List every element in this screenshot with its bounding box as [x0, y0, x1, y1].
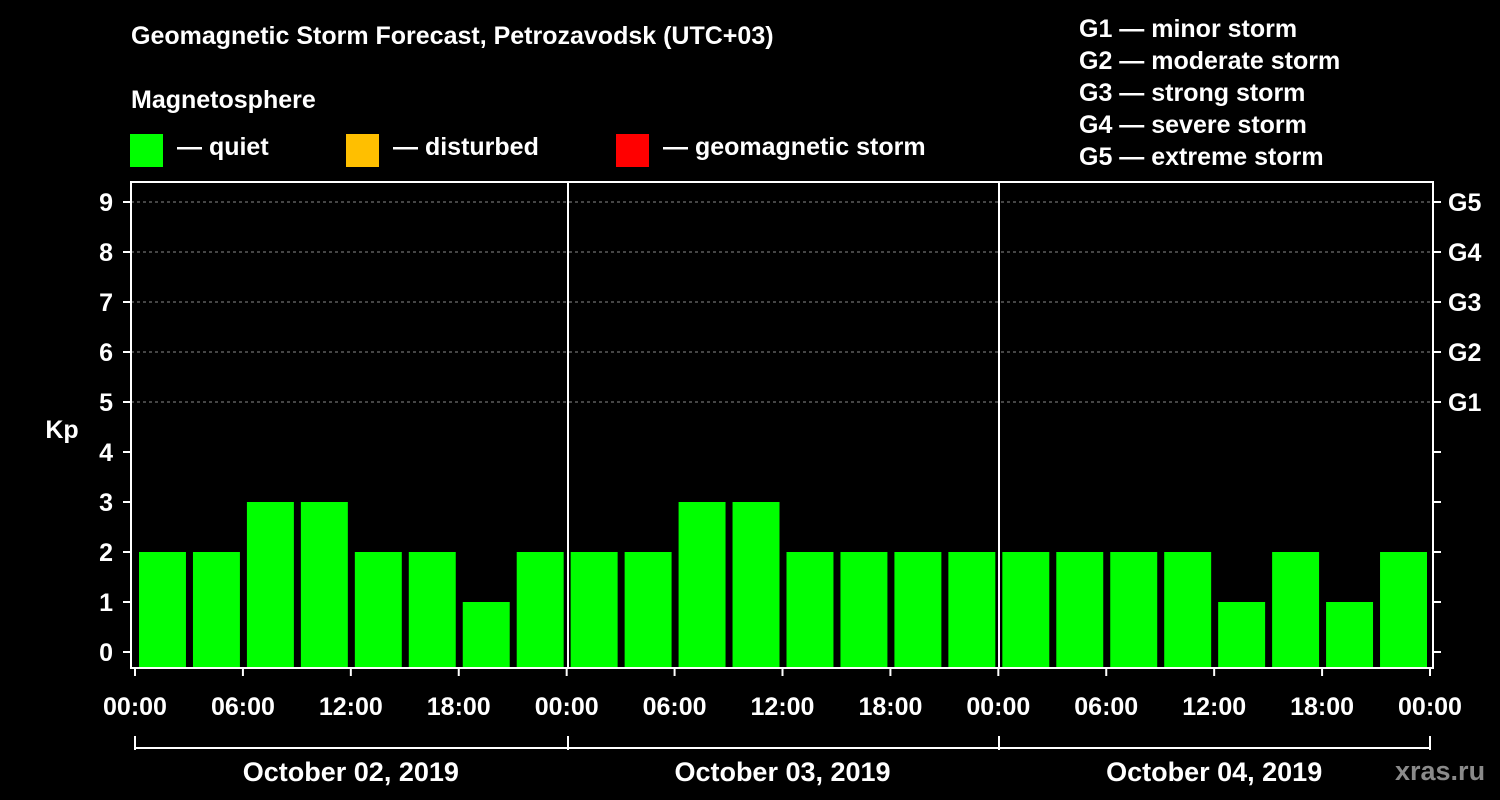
x-tick-label-5: 06:00: [643, 693, 707, 721]
storm-scale-g1: G1 — minor storm: [1079, 15, 1298, 43]
bar-20: [1218, 602, 1266, 668]
right-tick-label-G1: G1: [1448, 389, 1481, 417]
x-tick-label-1: 06:00: [211, 693, 275, 721]
bar-19: [1164, 552, 1212, 668]
legend-label-storm: — geomagnetic storm: [663, 133, 926, 161]
bar-9: [624, 552, 672, 668]
legend-swatch-quiet: [130, 134, 163, 167]
y-tick-label-6: 6: [99, 339, 113, 367]
bar-15: [948, 552, 996, 668]
y-tick-label-4: 4: [99, 439, 113, 467]
x-tick-label-9: 06:00: [1074, 693, 1138, 721]
legend-label-disturbed: — disturbed: [393, 133, 539, 161]
day-label-1: October 03, 2019: [674, 757, 890, 787]
y-tick-label-2: 2: [99, 539, 113, 567]
bar-6: [462, 602, 510, 668]
x-tick-label-8: 00:00: [966, 693, 1030, 721]
bar-17: [1056, 552, 1104, 668]
storm-scale-g2: G2 — moderate storm: [1079, 47, 1341, 75]
bar-12: [786, 552, 834, 668]
x-tick-label-4: 00:00: [535, 693, 599, 721]
x-tick-label-7: 18:00: [858, 693, 922, 721]
x-tick-label-0: 00:00: [103, 693, 167, 721]
bar-2: [246, 502, 294, 668]
bar-14: [894, 552, 942, 668]
x-tick-label-10: 12:00: [1182, 693, 1246, 721]
y-tick-label-0: 0: [99, 639, 113, 667]
bar-21: [1272, 552, 1320, 668]
storm-scale-g4: G4 — severe storm: [1079, 111, 1307, 139]
y-tick-label-5: 5: [99, 389, 113, 417]
bar-7: [516, 552, 564, 668]
x-tick-label-12: 00:00: [1398, 693, 1462, 721]
chart-title: Geomagnetic Storm Forecast, Petrozavodsk…: [131, 22, 774, 50]
x-tick-label-11: 18:00: [1290, 693, 1354, 721]
y-tick-label-7: 7: [99, 289, 113, 317]
x-tick-label-3: 18:00: [427, 693, 491, 721]
day-label-2: October 04, 2019: [1106, 757, 1322, 787]
watermark: xras.ru: [1395, 756, 1486, 786]
magnetosphere-label: Magnetosphere: [131, 86, 316, 114]
right-tick-label-G2: G2: [1448, 339, 1481, 367]
bar-0: [139, 552, 186, 668]
storm-scale-g5: G5 — extreme storm: [1079, 143, 1324, 171]
right-tick-label-G3: G3: [1448, 289, 1481, 317]
y-tick-label-1: 1: [99, 589, 113, 617]
bar-5: [408, 552, 456, 668]
y-tick-label-3: 3: [99, 489, 113, 517]
bar-13: [840, 552, 888, 668]
y-axis-label: Kp: [45, 416, 78, 444]
bar-1: [192, 552, 240, 668]
bar-4: [354, 552, 402, 668]
legend-swatch-disturbed: [346, 134, 379, 167]
bar-11: [732, 502, 780, 668]
y-tick-label-9: 9: [99, 189, 113, 217]
storm-scale-g3: G3 — strong storm: [1079, 79, 1306, 107]
legend-swatch-storm: [616, 134, 649, 167]
bar-18: [1110, 552, 1158, 668]
right-tick-label-G4: G4: [1448, 239, 1481, 267]
day-label-0: October 02, 2019: [243, 757, 459, 787]
bar-8: [570, 552, 618, 668]
bar-22: [1326, 602, 1374, 668]
x-tick-label-6: 12:00: [751, 693, 815, 721]
x-tick-label-2: 12:00: [319, 693, 383, 721]
legend-label-quiet: — quiet: [177, 133, 269, 161]
y-tick-label-8: 8: [99, 239, 113, 267]
right-tick-label-G5: G5: [1448, 189, 1481, 217]
bar-23: [1380, 552, 1427, 668]
bar-16: [1002, 552, 1050, 668]
bar-3: [300, 502, 348, 668]
bar-10: [678, 502, 726, 668]
